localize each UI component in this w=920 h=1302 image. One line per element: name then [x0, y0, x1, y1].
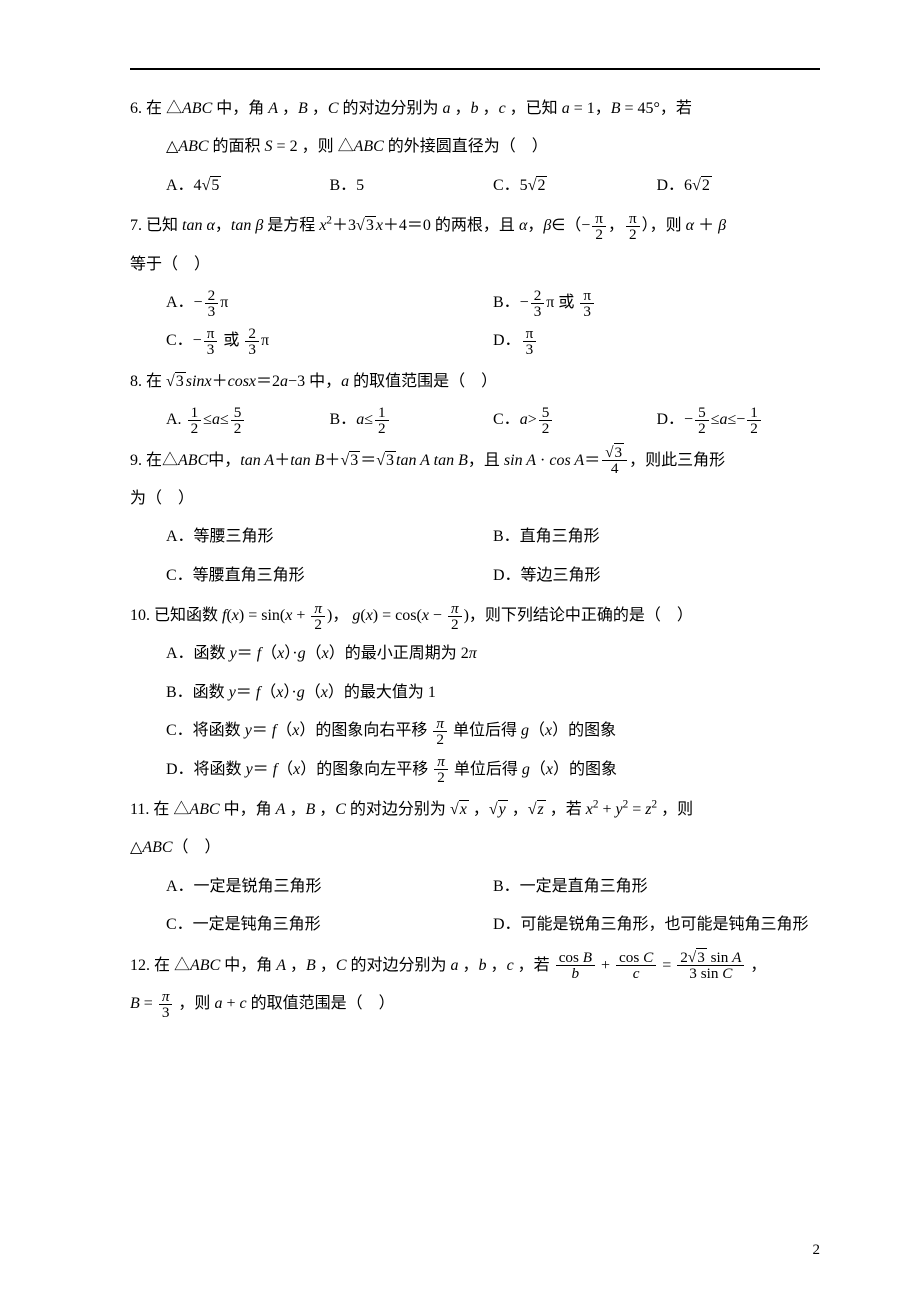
q9-num: 9.: [130, 452, 142, 469]
q7-line2: 等于（ ）: [130, 246, 820, 284]
q6-options: A．4√5 B．5 C．5√2 D．6√2: [130, 167, 820, 205]
q7-line1: 7. 已知 tan α，tan β 是方程 x2＋3√3x＋4＝0 的两根，且 …: [130, 207, 820, 245]
q9-opt-d: D．等边三角形: [493, 557, 820, 595]
q8-opt-d: D．−52≤a≤−12: [657, 401, 821, 439]
question-12: 12. 在 △ABC 中，角 A ，B ，C 的对边分别为 a ，b ，c ，若…: [130, 947, 820, 1024]
q8-options: A. 12≤a≤52 B．a≤12 C．a>52 D．−52≤a≤−12: [130, 401, 820, 439]
q9-text1: 在△ABC中，tan A＋tan B＋√3＝√3tan A tan B，且 si…: [146, 452, 725, 469]
q6-line1: 6. 在 △ABC 中，角 A ，B ，C 的对边分别为 a ，b ，c ，已知…: [130, 90, 820, 128]
q10-opt-c: C．将函数 y＝ f（x）的图象向右平移 π2 单位后得 g（x）的图象: [166, 712, 820, 750]
q10-opt-b: B．函数 y＝ f（x）·g（x）的最大值为 1: [166, 674, 820, 712]
q9-line1: 9. 在△ABC中，tan A＋tan B＋√3＝√3tan A tan B，且…: [130, 442, 820, 480]
page: 6. 在 △ABC 中，角 A ，B ，C 的对边分别为 a ，b ，c ，已知…: [0, 0, 920, 1302]
q8-opt-a: A. 12≤a≤52: [166, 401, 330, 439]
top-rule: [130, 68, 820, 70]
q10-text1: 已知函数 f(x) = sin(x + π2)， g(x) = cos(x − …: [154, 607, 693, 624]
q11-num: 11.: [130, 801, 149, 818]
question-11: 11. 在 △ABC 中，角 A ，B ，C 的对边分别为 √x ，√y ，√z…: [130, 791, 820, 945]
question-9: 9. 在△ABC中，tan A＋tan B＋√3＝√3tan A tan B，且…: [130, 442, 820, 596]
q12-line1: 12. 在 △ABC 中，角 A ，B ，C 的对边分别为 a ，b ，c ，若…: [130, 947, 820, 985]
q9-opt-a: A．等腰三角形: [166, 518, 493, 556]
q11-opt-b: B．一定是直角三角形: [493, 868, 820, 906]
q7-opt-c: C．−π3 或 23π: [166, 322, 493, 360]
q11-line2: △ABC（ ）: [130, 829, 820, 867]
q7-opt-d: D．π3: [493, 322, 820, 360]
q6-opt-a: A．4√5: [166, 167, 330, 205]
q6-line2: △ABC 的面积 S = 2 ，则 △ABC 的外接圆直径为（ ）: [130, 128, 820, 166]
question-8: 8. 在 √3sinx＋cosx＝2a−3 中，a 的取值范围是（ ） A. 1…: [130, 363, 820, 440]
q11-options: A．一定是锐角三角形 B．一定是直角三角形 C．一定是钝角三角形 D．可能是锐角…: [130, 868, 820, 945]
q11-opt-d: D．可能是锐角三角形，也可能是钝角三角形: [493, 906, 820, 944]
page-number: 2: [813, 1232, 821, 1268]
q8-line1: 8. 在 √3sinx＋cosx＝2a−3 中，a 的取值范围是（ ）: [130, 363, 820, 401]
q11-opt-c: C．一定是钝角三角形: [166, 906, 493, 944]
q9-opt-c: C．等腰直角三角形: [166, 557, 493, 595]
q10-options: A．函数 y＝ f（x）·g（x）的最小正周期为 2π B．函数 y＝ f（x）…: [130, 635, 820, 789]
q10-num: 10.: [130, 607, 150, 624]
q11-line1: 11. 在 △ABC 中，角 A ，B ，C 的对边分别为 √x ，√y ，√z…: [130, 791, 820, 829]
q7-options: A．−23π B．−23π 或 π3 C．−π3 或 23π D．π3: [130, 284, 820, 361]
q7-opt-b: B．−23π 或 π3: [493, 284, 820, 322]
q6-text1: 在 △ABC 中，角 A ，B ，C 的对边分别为 a ，b ，c ，已知 a …: [146, 100, 692, 117]
q9-line2: 为（ ）: [130, 480, 820, 518]
q6-opt-d: D．6√2: [657, 167, 821, 205]
q7-num: 7.: [130, 217, 142, 234]
question-7: 7. 已知 tan α，tan β 是方程 x2＋3√3x＋4＝0 的两根，且 …: [130, 207, 820, 361]
question-6: 6. 在 △ABC 中，角 A ，B ，C 的对边分别为 a ，b ，c ，已知…: [130, 90, 820, 205]
q8-opt-b: B．a≤12: [330, 401, 494, 439]
q10-opt-d: D．将函数 y＝ f（x）的图象向左平移 π2 单位后得 g（x）的图象: [166, 751, 820, 789]
q6-opt-c: C．5√2: [493, 167, 657, 205]
q9-opt-b: B．直角三角形: [493, 518, 820, 556]
q8-opt-c: C．a>52: [493, 401, 657, 439]
q7-opt-a: A．−23π: [166, 284, 493, 322]
q11-text1: 在 △ABC 中，角 A ，B ，C 的对边分别为 √x ，√y ，√z ，若 …: [153, 801, 693, 818]
q8-text1: 在 √3sinx＋cosx＝2a−3 中，a 的取值范围是（ ）: [146, 372, 497, 390]
q7-text1: 已知 tan α，tan β 是方程 x2＋3√3x＋4＝0 的两根，且 α，β…: [146, 217, 726, 234]
q12-line2: B = π3 ，则 a + c 的取值范围是（ ）: [130, 985, 820, 1023]
question-10: 10. 已知函数 f(x) = sin(x + π2)， g(x) = cos(…: [130, 597, 820, 789]
q9-options: A．等腰三角形 B．直角三角形 C．等腰直角三角形 D．等边三角形: [130, 518, 820, 595]
q11-opt-a: A．一定是锐角三角形: [166, 868, 493, 906]
q8-num: 8.: [130, 373, 142, 390]
q10-line1: 10. 已知函数 f(x) = sin(x + π2)， g(x) = cos(…: [130, 597, 820, 635]
q6-num: 6.: [130, 100, 142, 117]
q6-opt-b: B．5: [330, 167, 494, 205]
q12-text1: 在 △ABC 中，角 A ，B ，C 的对边分别为 a ，b ，c ，若 cos…: [154, 957, 766, 974]
q12-num: 12.: [130, 957, 150, 974]
q10-opt-a: A．函数 y＝ f（x）·g（x）的最小正周期为 2π: [166, 635, 820, 673]
